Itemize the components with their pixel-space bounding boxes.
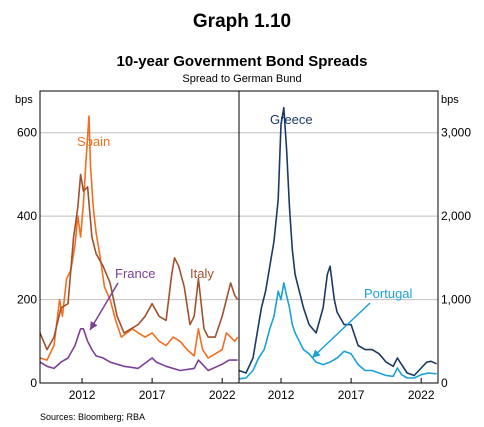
y-tick-label-left-400: 400 [17,209,37,223]
series-label-spain: Spain [77,134,110,149]
source-note: Sources: Bloomberg; RBA [40,412,145,422]
y-tick-label-left-0: 0 [30,376,37,390]
chart-title: Graph 1.10 [193,11,291,32]
x-tick-label-right-2012: 2012 [268,388,295,402]
right-panel: 0 1,000 2,000 3,000 2012 2017 2022 Greece Portug… [238,106,471,402]
left-y-unit-label: bps [15,94,33,106]
series-label-greece: Greece [270,112,313,127]
y-tick-label-right-2000: 2,000 [441,209,471,223]
y-tick-label-right-1000: 1,000 [441,293,471,307]
annotation-arrow-left-0 [89,282,119,331]
series-label-portugal: Portugal [364,286,413,301]
annotation-arrowhead-left-0 [90,321,98,330]
series-line-france [39,327,238,372]
annotation-arrowhead-right-0 [312,349,321,358]
left-panel: 0 200 400 600 2012 2017 2022 Spain France Italy [17,115,239,402]
x-tick-label-left-2017: 2017 [139,388,166,402]
series-line-greece [238,106,437,377]
x-tick-label-left-2022: 2022 [209,388,236,402]
y-tick-label-right-3000: 3,000 [441,126,471,140]
series-line-spain [39,115,239,361]
x-tick-label-left-2012: 2012 [69,388,96,402]
right-y-unit-label: bps [441,94,459,106]
y-tick-label-right-0: 0 [441,376,448,390]
chart-note: Spread to German Bund [182,73,301,85]
y-tick-label-left-600: 600 [17,126,37,140]
y-tick-label-left-200: 200 [17,293,37,307]
x-tick-label-right-2022: 2022 [408,388,435,402]
series-label-france: France [115,266,155,281]
series-line-portugal [238,282,437,380]
series-line-italy [39,173,239,351]
chart-subtitle: 10-year Government Bond Spreads [117,53,368,70]
series-label-italy: Italy [190,266,214,281]
annotation-arrow-right-0 [311,302,371,359]
x-tick-label-right-2017: 2017 [338,388,365,402]
